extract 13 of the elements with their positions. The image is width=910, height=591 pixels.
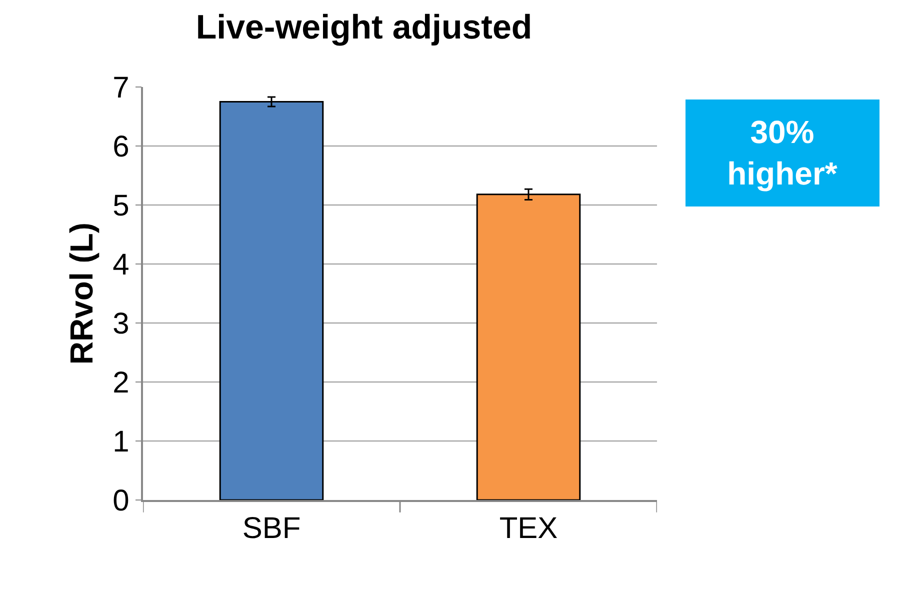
y-tick-label: 7 bbox=[112, 72, 130, 104]
text: 30% higher* bbox=[727, 114, 838, 192]
y-tick-label: 5 bbox=[112, 190, 130, 222]
y-tick-label: 4 bbox=[112, 248, 130, 282]
x-tick-label: TEX bbox=[499, 512, 558, 545]
y-tick-label: 3 bbox=[112, 308, 130, 340]
y-tick-label: 2 bbox=[112, 366, 130, 400]
chart-title: Live-weight adjusted bbox=[196, 8, 532, 47]
x-tick-label: SBF bbox=[242, 512, 301, 545]
y-tick-label: 0 bbox=[112, 484, 130, 518]
y-tick-label: 1 bbox=[112, 426, 130, 458]
y-tick-label: 6 bbox=[112, 130, 130, 164]
y-axis-title: RRvol (L) bbox=[63, 222, 100, 365]
